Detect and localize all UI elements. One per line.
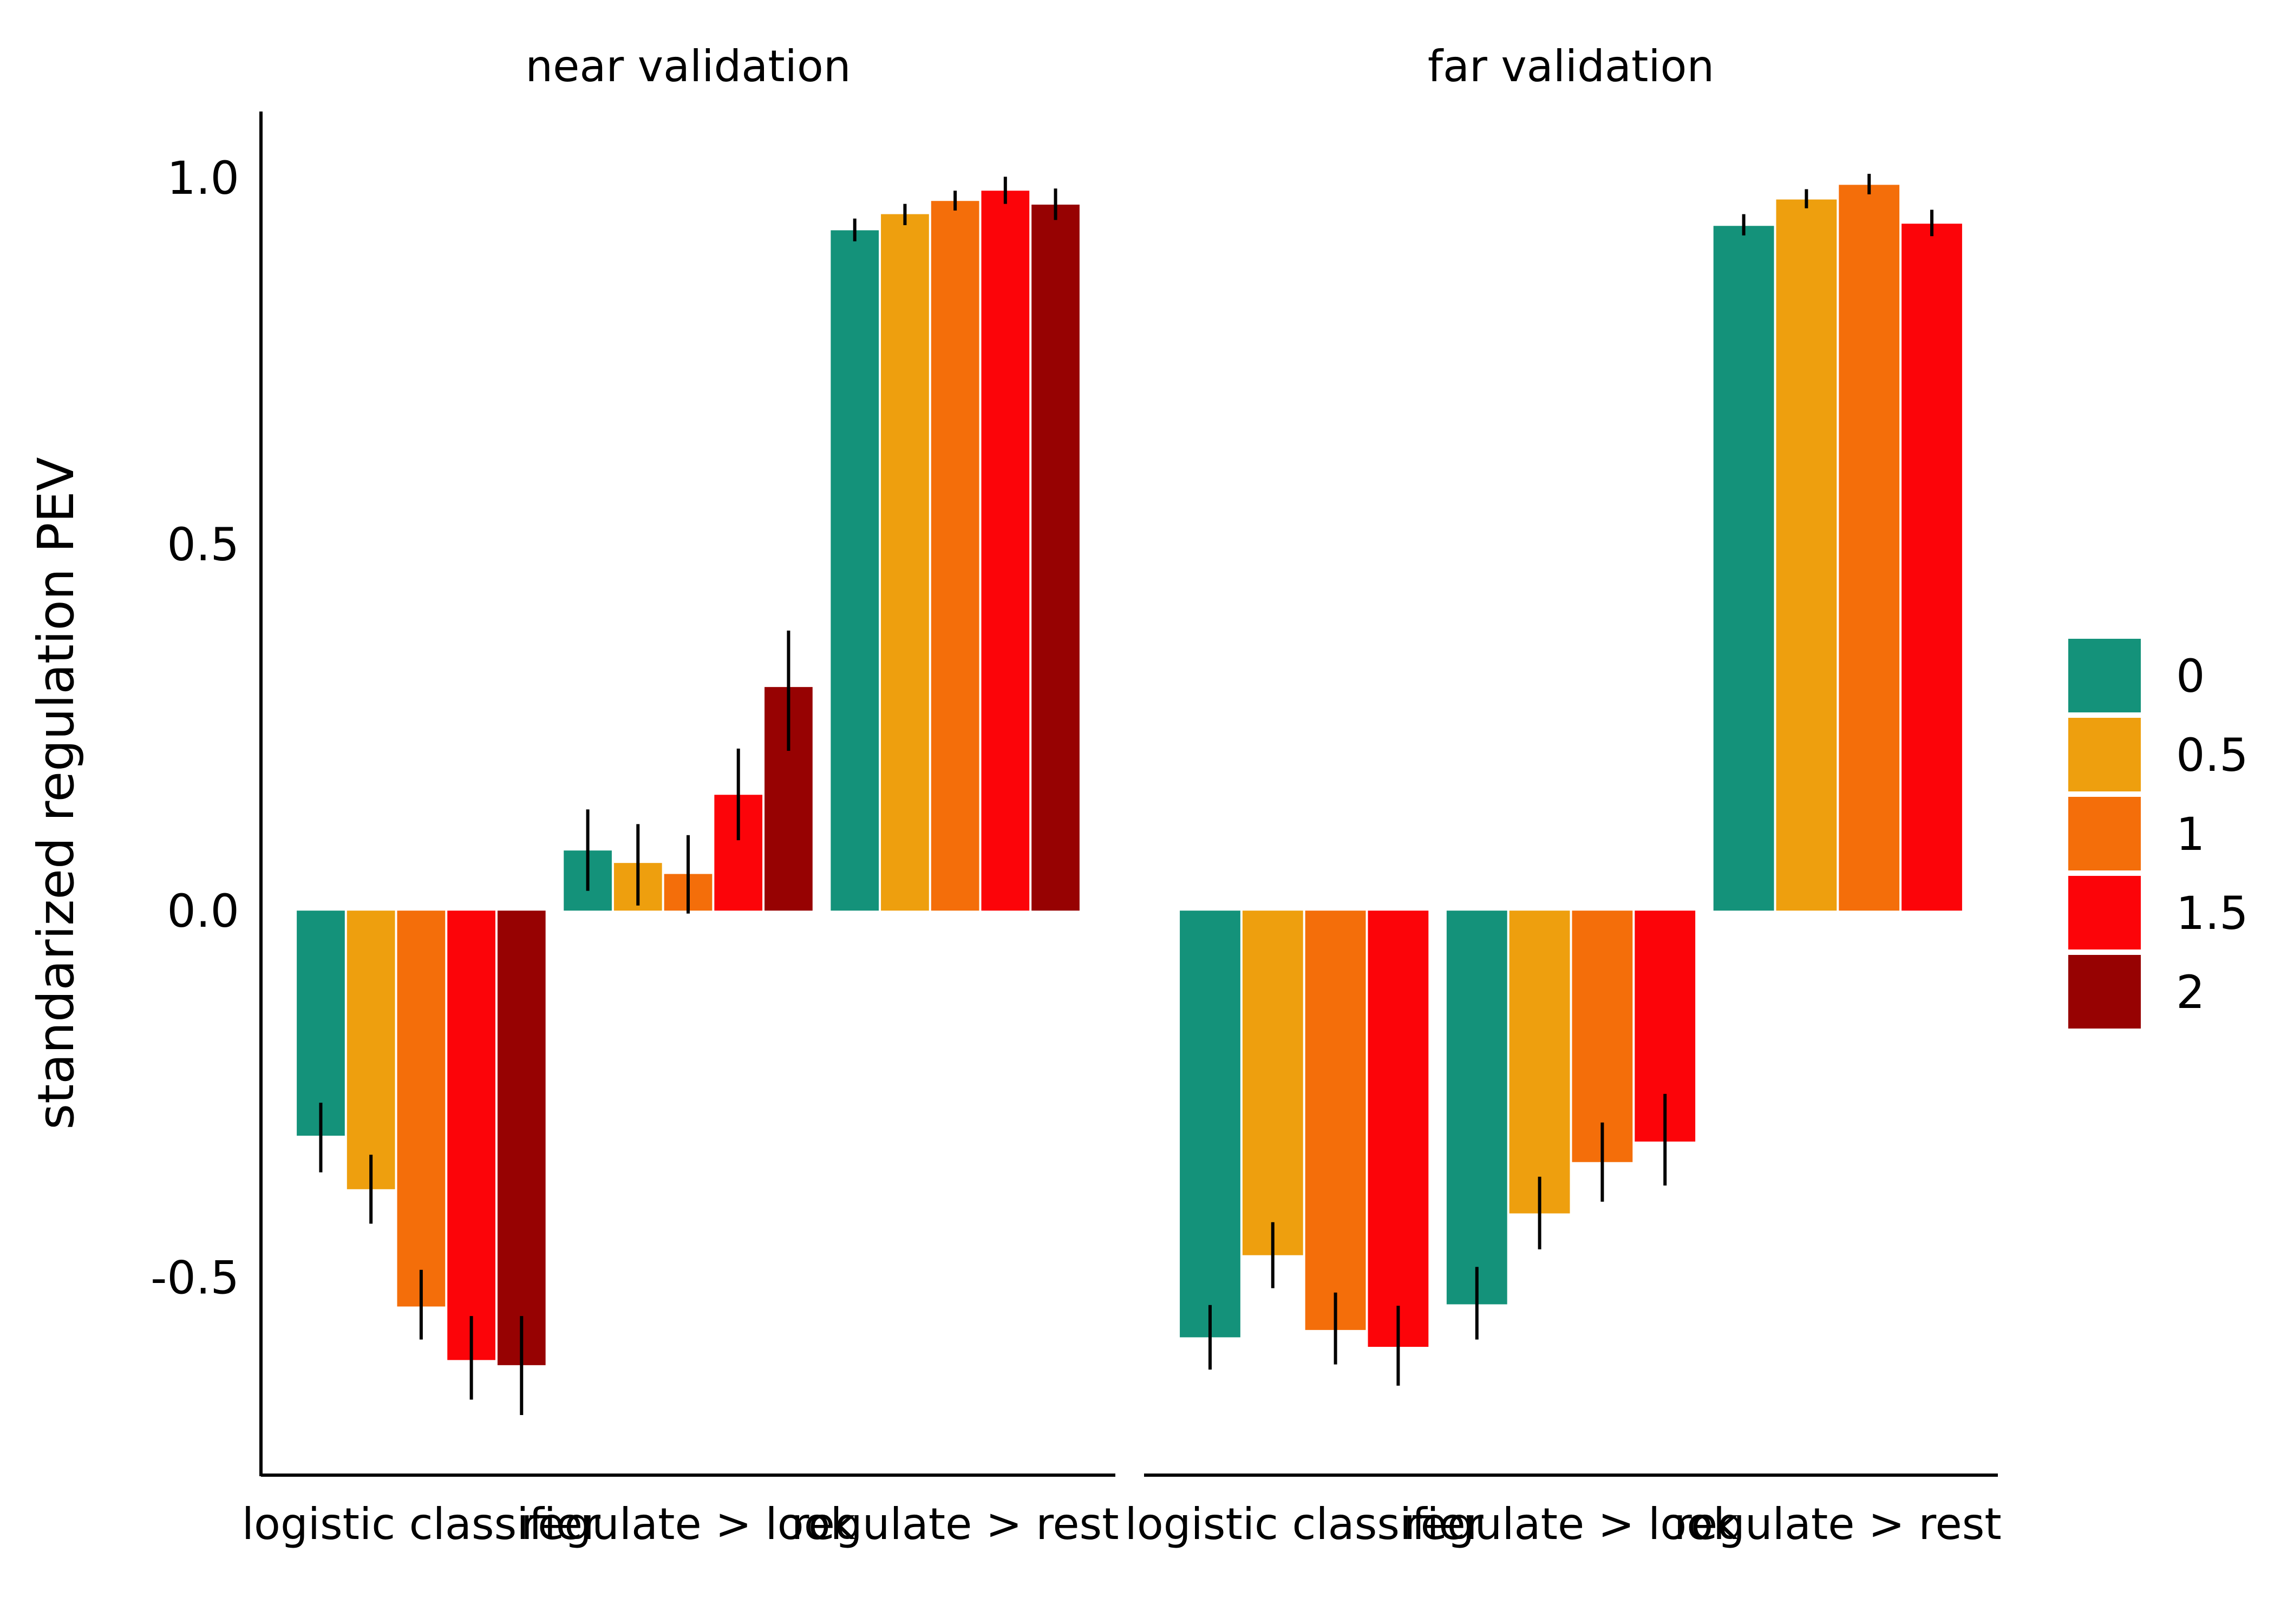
bar xyxy=(1368,911,1429,1347)
bar xyxy=(1180,911,1240,1338)
labels-layer: -0.5 0.0 0.5 1.0 standarized regulation PEV n… xyxy=(27,41,2002,1549)
legend-label: 1 xyxy=(2176,808,2205,861)
legend-label: 1.5 xyxy=(2176,887,2249,940)
bar xyxy=(1446,911,1507,1305)
bar xyxy=(447,911,495,1360)
bar xyxy=(1242,911,1303,1255)
x-category-label: logistic classifier xyxy=(1125,1499,1484,1549)
legend-key xyxy=(2068,797,2141,870)
bar xyxy=(1901,224,1962,911)
bar xyxy=(1305,911,1366,1330)
error-bars-layer xyxy=(319,174,1934,1415)
y-tick-label: 1.0 xyxy=(167,152,239,205)
x-category-label: logistic classifier xyxy=(242,1499,600,1549)
y-tick-label: -0.5 xyxy=(151,1251,239,1304)
bar xyxy=(931,201,979,911)
legend-label: 0.5 xyxy=(2176,729,2249,782)
bar xyxy=(1031,204,1080,911)
x-category-label: regulate > look xyxy=(521,1499,856,1549)
legend-label: 0 xyxy=(2176,650,2205,703)
y-tick-label: 0.0 xyxy=(167,885,239,938)
bar xyxy=(1839,185,1900,911)
bar xyxy=(1776,199,1837,911)
legend-label: 2 xyxy=(2176,966,2205,1019)
legend-key xyxy=(2068,876,2141,949)
bars-layer xyxy=(297,185,1962,1365)
axes-layer xyxy=(259,112,1998,1477)
bar xyxy=(881,214,929,911)
bar xyxy=(831,230,879,911)
legend: 0 0.5 1 1.5 2 xyxy=(2068,639,2249,1029)
bar xyxy=(397,911,446,1307)
bar xyxy=(497,911,546,1365)
bar xyxy=(1713,226,1774,911)
x-category-label: regulate > look xyxy=(1403,1499,1739,1549)
bar xyxy=(347,911,395,1189)
bar xyxy=(1572,911,1633,1162)
legend-key xyxy=(2068,639,2141,712)
bar xyxy=(1509,911,1570,1214)
bar xyxy=(297,911,345,1136)
facet-title: far validation xyxy=(1428,41,1714,91)
facet-title: near validation xyxy=(525,41,851,91)
legend-key xyxy=(2068,955,2141,1029)
y-axis-title: standarized regulation PEV xyxy=(27,457,85,1130)
x-category-label: regulate > rest xyxy=(1674,1499,2002,1549)
bar xyxy=(981,191,1030,911)
legend-key xyxy=(2068,718,2141,791)
x-category-label: regulate > rest xyxy=(792,1499,1119,1549)
y-tick-label: 0.5 xyxy=(167,518,239,571)
